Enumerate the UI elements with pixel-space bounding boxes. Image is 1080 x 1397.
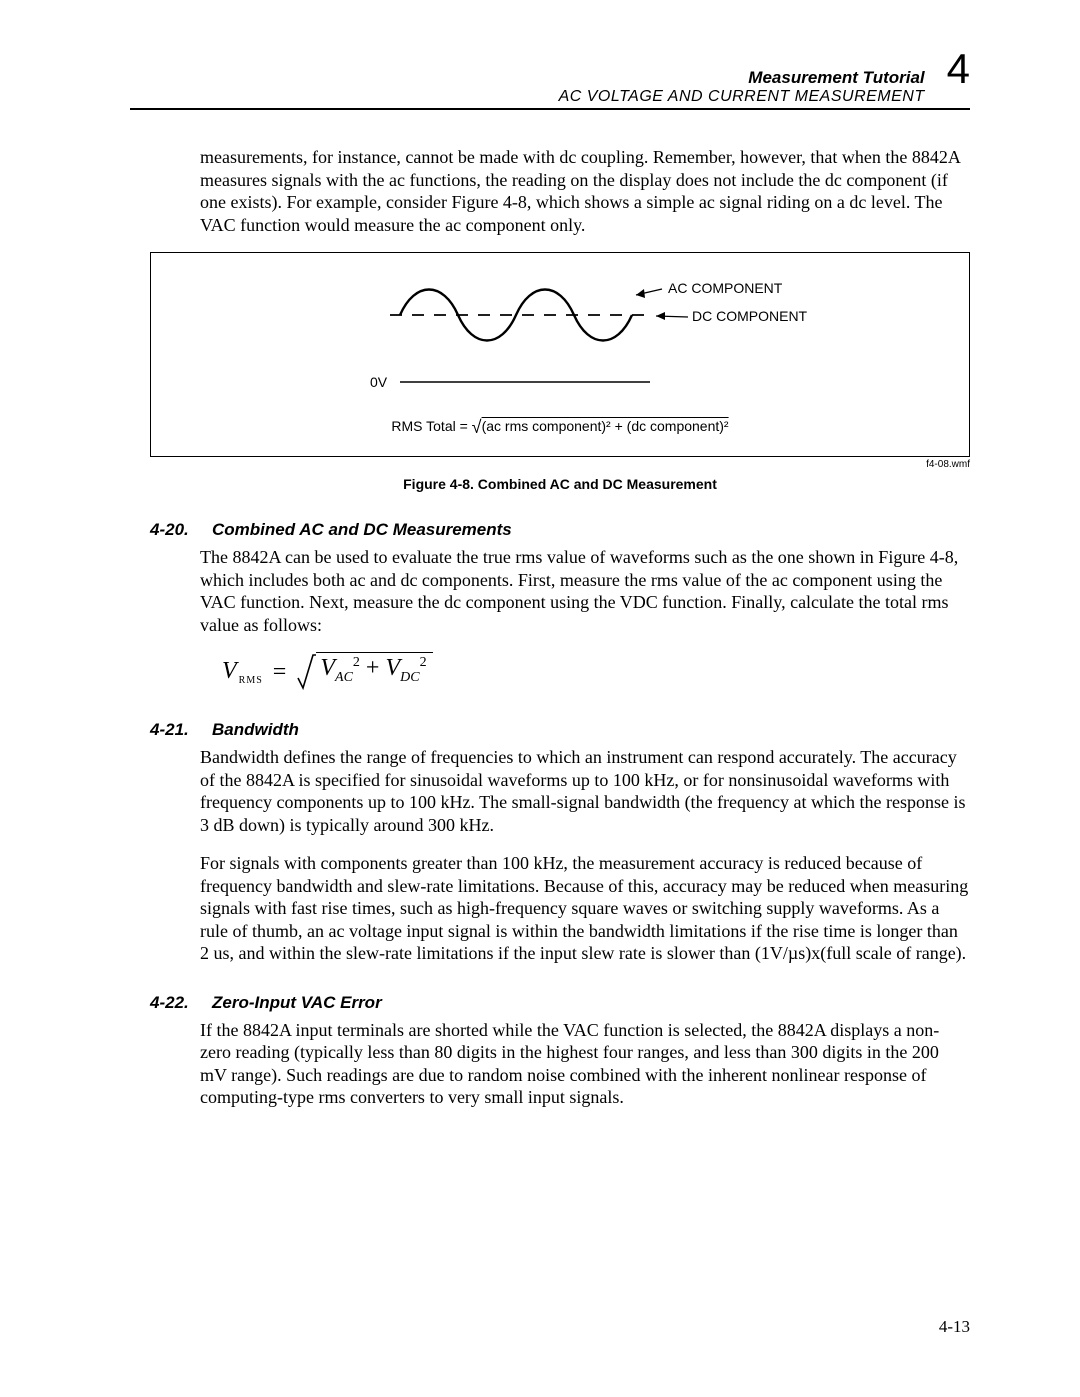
fig-eq-prefix: RMS Total = (391, 418, 471, 434)
figure-svg: AC COMPONENT DC COMPONENT 0V (230, 267, 890, 397)
formula-t1-base: V (320, 655, 335, 681)
section-4-22: 4-22. Zero-Input VAC Error If the 8842A … (150, 993, 970, 1109)
formula-plus: + (366, 655, 380, 681)
formula-t1-sq: 2 (353, 655, 360, 670)
radical-glyph (296, 652, 316, 692)
ac-component-label: AC COMPONENT (668, 280, 783, 296)
formula-t1-sub: AC (335, 670, 353, 685)
section-number: 4-21. (150, 720, 194, 740)
intro-paragraph: measurements, for instance, cannot be ma… (200, 146, 970, 236)
section-paragraph: If the 8842A input terminals are shorted… (200, 1019, 970, 1109)
figure-equation: RMS Total = √(ac rms component)² + (dc c… (161, 417, 959, 438)
body: measurements, for instance, cannot be ma… (150, 146, 970, 1109)
fig-eq-radicand: (ac rms component)² + (dc component)² (482, 417, 729, 434)
figure-wmf-label: f4-08.wmf (150, 459, 970, 470)
section-title: Combined AC and DC Measurements (212, 520, 512, 540)
sqrt-radicand: VAC2 + VDC2 (316, 652, 432, 692)
zero-volt-label: 0V (370, 374, 388, 390)
page: Measurement Tutorial AC VOLTAGE AND CURR… (0, 0, 1080, 1397)
chapter-number: 4 (947, 50, 970, 88)
sqrt-icon: VAC2 + VDC2 (296, 652, 432, 692)
header-rule (130, 108, 970, 110)
page-header: Measurement Tutorial AC VOLTAGE AND CURR… (150, 50, 970, 110)
section-title: Zero-Input VAC Error (212, 993, 382, 1013)
formula-t2-sq: 2 (420, 655, 427, 670)
figure-caption: Figure 4-8. Combined AC and DC Measureme… (150, 476, 970, 492)
rms-formula: VRMS = VAC2 + VDC2 (222, 652, 970, 692)
page-number: 4-13 (939, 1317, 970, 1337)
formula-lhs-sym: V (222, 658, 237, 684)
radical-icon: √ (472, 417, 482, 437)
figure-box: AC COMPONENT DC COMPONENT 0V RMS Total =… (150, 252, 970, 457)
section-number: 4-22. (150, 993, 194, 1013)
formula-lhs-sub: RMS (239, 675, 263, 686)
section-paragraph: For signals with components greater than… (200, 852, 970, 965)
section-paragraph: Bandwidth defines the range of frequenci… (200, 746, 970, 836)
dc-component-label: DC COMPONENT (692, 308, 808, 324)
section-4-20: 4-20. Combined AC and DC Measurements Th… (150, 520, 970, 692)
section-paragraph: The 8842A can be used to evaluate the tr… (200, 546, 970, 636)
formula-t2-base: V (385, 655, 400, 681)
header-subtitle: AC VOLTAGE AND CURRENT MEASUREMENT (559, 88, 925, 106)
equals-sign: = (273, 659, 287, 686)
section-number: 4-20. (150, 520, 194, 540)
header-title: Measurement Tutorial (559, 68, 925, 88)
section-title: Bandwidth (212, 720, 299, 740)
formula-t2-sub: DC (400, 670, 419, 685)
section-4-21: 4-21. Bandwidth Bandwidth defines the ra… (150, 720, 970, 965)
